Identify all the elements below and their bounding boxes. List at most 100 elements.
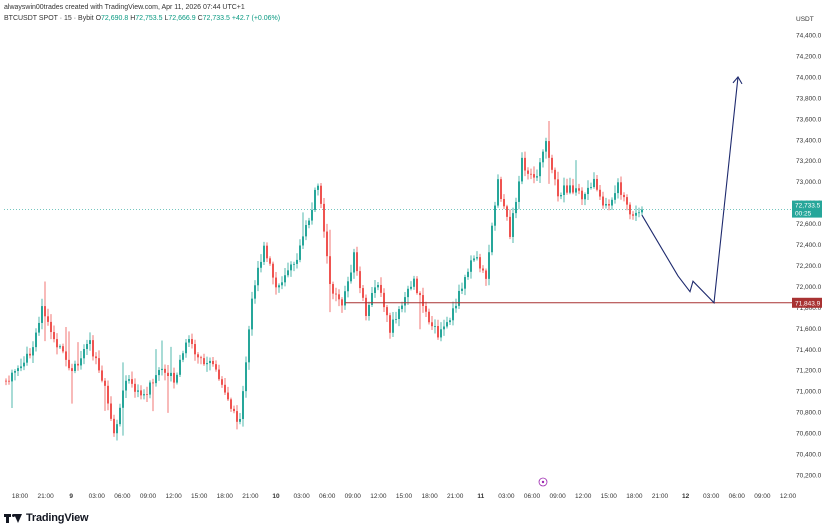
time-tick-label: 9 bbox=[69, 493, 73, 500]
candle-body bbox=[80, 358, 82, 366]
symbol-legend[interactable]: BTCUSDT SPOT · 15 · Bybit O72,690.8 H72,… bbox=[4, 15, 280, 22]
price-tick-label: 71,800.0 bbox=[796, 305, 822, 312]
time-tick-label: 15:00 bbox=[601, 493, 618, 500]
candle-body bbox=[257, 267, 259, 286]
chart-attribution: alwayswin00trades created with TradingVi… bbox=[4, 4, 245, 11]
candle-body bbox=[146, 394, 148, 395]
time-tick-label: 12:00 bbox=[165, 493, 182, 500]
candle-body bbox=[509, 216, 511, 237]
ohlc-high-label: H bbox=[130, 15, 136, 22]
candle-body bbox=[443, 326, 445, 330]
candle-body bbox=[587, 187, 589, 195]
candle-body bbox=[554, 169, 556, 180]
time-tick-label: 18:00 bbox=[626, 493, 643, 500]
candle-body bbox=[95, 356, 97, 359]
candle-body bbox=[71, 368, 73, 372]
candle-body bbox=[230, 399, 232, 409]
candle-body bbox=[158, 370, 160, 376]
candle-body bbox=[92, 340, 94, 357]
candle-body bbox=[398, 309, 400, 319]
candle-body bbox=[5, 380, 7, 382]
candle-body bbox=[26, 353, 28, 363]
currency-label: USDT bbox=[796, 16, 814, 23]
candle-body bbox=[104, 380, 106, 386]
candle-body bbox=[623, 194, 625, 198]
candle-body bbox=[167, 372, 169, 376]
candle-body bbox=[392, 319, 394, 333]
candle-body bbox=[545, 141, 547, 152]
candle-body bbox=[485, 270, 487, 279]
price-tick-label: 72,200.0 bbox=[796, 263, 822, 270]
candle-body bbox=[122, 390, 124, 408]
candle-body bbox=[308, 220, 310, 226]
candle-body bbox=[440, 329, 442, 338]
candle-body bbox=[560, 195, 562, 197]
candle-body bbox=[278, 285, 280, 288]
candle-body bbox=[29, 353, 31, 356]
candle-body bbox=[35, 332, 37, 348]
projection-arrowhead bbox=[732, 75, 743, 85]
price-tick-label: 71,000.0 bbox=[796, 389, 822, 396]
candle-body bbox=[206, 363, 208, 365]
time-tick-label: 09:00 bbox=[140, 493, 157, 500]
candle-body bbox=[113, 418, 115, 434]
candle-body bbox=[626, 197, 628, 205]
candle-body bbox=[563, 185, 565, 196]
candle-body bbox=[332, 284, 334, 294]
candle-body bbox=[632, 214, 634, 216]
candle-body bbox=[290, 264, 292, 271]
candle-body bbox=[326, 231, 328, 257]
time-tick-label: 21:00 bbox=[242, 493, 259, 500]
ohlc-low: 72,666.9 bbox=[168, 15, 196, 22]
candle-body bbox=[179, 359, 181, 375]
candle-body bbox=[110, 403, 112, 419]
candle-body bbox=[374, 287, 376, 293]
candle-body bbox=[119, 407, 121, 425]
candle-body bbox=[527, 170, 529, 174]
candle-body bbox=[512, 213, 514, 237]
candle-body bbox=[101, 370, 103, 381]
candle-body bbox=[533, 174, 535, 178]
candle-body bbox=[77, 363, 79, 366]
current-price-tag bbox=[792, 200, 822, 218]
candle-body bbox=[590, 187, 592, 188]
candle-body bbox=[413, 278, 415, 287]
candle-body bbox=[500, 179, 502, 199]
candle-body bbox=[515, 201, 517, 214]
candle-body bbox=[203, 358, 205, 365]
price-tick-label: 74,400.0 bbox=[796, 33, 822, 40]
candle-body bbox=[410, 286, 412, 289]
time-tick-label: 15:00 bbox=[191, 493, 208, 500]
candle-body bbox=[233, 408, 235, 412]
price-tick-label: 74,000.0 bbox=[796, 74, 822, 81]
candle-body bbox=[368, 304, 370, 316]
candle-body bbox=[350, 272, 352, 282]
tradingview-brand[interactable]: TradingView bbox=[4, 509, 89, 527]
candle-body bbox=[584, 194, 586, 200]
time-tick-label: 12:00 bbox=[370, 493, 387, 500]
candle-body bbox=[305, 225, 307, 237]
candle-body bbox=[362, 288, 364, 298]
candle-body bbox=[461, 288, 463, 291]
candle-body bbox=[464, 277, 466, 289]
ohlc-change: +42.7 (+0.06%) bbox=[231, 15, 281, 22]
candle-body bbox=[458, 290, 460, 306]
candle-body bbox=[386, 307, 388, 316]
candle-body bbox=[176, 374, 178, 383]
ohlc-open-label: O bbox=[95, 15, 102, 22]
time-tick-label: 09:00 bbox=[754, 493, 771, 500]
candle-body bbox=[557, 179, 559, 197]
candle-body bbox=[371, 292, 373, 305]
candle-body bbox=[155, 375, 157, 384]
candle-body bbox=[182, 353, 184, 360]
candle-body bbox=[599, 189, 601, 197]
candle-body bbox=[416, 278, 418, 294]
candle-body bbox=[428, 311, 430, 323]
price-tick-label: 70,600.0 bbox=[796, 431, 822, 438]
price-tick-label: 70,400.0 bbox=[796, 452, 822, 459]
candle-body bbox=[314, 189, 316, 210]
candle-body bbox=[251, 298, 253, 330]
time-tick-label: 21:00 bbox=[652, 493, 669, 500]
candle-body bbox=[281, 282, 283, 286]
